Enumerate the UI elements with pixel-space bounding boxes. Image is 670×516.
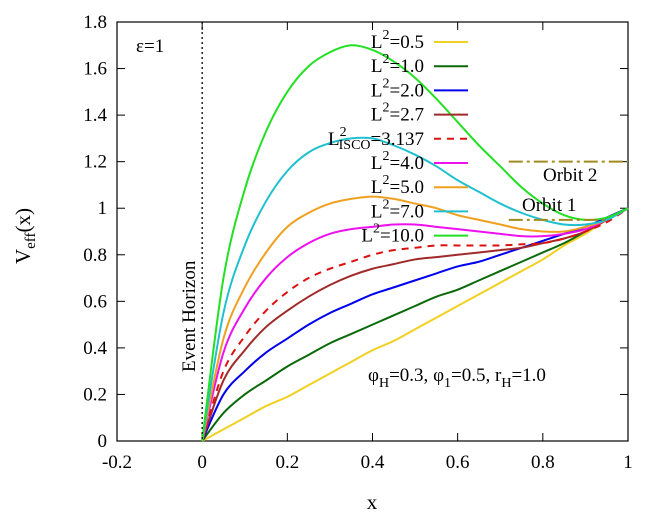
series-line-L2-3.137	[201, 207, 629, 442]
x-axis-title: x	[367, 490, 378, 514]
event-horizon-label: Event Horizon	[179, 260, 200, 372]
y-tick-label: 0.4	[83, 338, 107, 359]
y-tick-label: 0.2	[83, 384, 107, 405]
y-tick-label: 1.6	[83, 59, 107, 80]
y-tick-label: 1	[98, 198, 108, 219]
series-line-L2-0.5	[201, 207, 629, 442]
legend-label-L2-7.0: L2=7.0	[371, 197, 424, 222]
y-tick-label: 1.8	[83, 12, 107, 33]
y-axis-title: Veff(x)	[11, 208, 39, 264]
y-tick-label: 0.6	[83, 291, 107, 312]
series-line-L2-10.0	[201, 44, 629, 442]
x-tick-label: 0.6	[446, 452, 470, 473]
curves	[201, 44, 629, 442]
orbit-2-label: Orbit 2	[543, 165, 597, 186]
series-line-L2-4.0	[201, 207, 629, 442]
legend-label-L2-2.0: L2=2.0	[371, 76, 424, 101]
y-tick-label: 0.8	[83, 245, 107, 266]
x-tick-label: 0.2	[275, 452, 299, 473]
legend-label-L2-1.0: L2=1.0	[371, 52, 424, 77]
series-line-L2-5.0	[201, 195, 629, 442]
y-tick-label: 1.2	[83, 152, 107, 173]
y-tick-label: 0	[98, 431, 108, 452]
x-tick-label: -0.2	[102, 452, 132, 473]
series-line-L2-1.0	[201, 207, 629, 442]
legend-label-L2-3.137: L2 ISCO=3.137	[328, 125, 424, 153]
y-tick-label: 1.4	[83, 105, 107, 126]
legend-label-L2-0.5: L2=0.5	[371, 28, 424, 53]
reference-lines	[508, 160, 628, 221]
x-tick-label: 0.4	[361, 452, 385, 473]
parameters-label: φH=0.3, φ1=0.5, rH=1.0	[368, 365, 546, 391]
x-tick-label: 0.8	[531, 452, 555, 473]
orbit-1-label: Orbit 1	[522, 195, 576, 216]
series-line-L2-7.0	[201, 136, 629, 442]
x-tick-label: 0	[197, 452, 207, 473]
legend-label-L2-10.0: L2=10.0	[361, 222, 424, 247]
x-tick-label: 1	[623, 452, 633, 473]
series-line-L2-2.0	[201, 207, 629, 442]
legend-label-L2-4.0: L2=4.0	[371, 149, 424, 174]
epsilon-label: ε=1	[136, 36, 164, 57]
legend-label-L2-5.0: L2=5.0	[371, 173, 424, 198]
legend-label-L2-2.7: L2=2.7	[371, 101, 424, 126]
legend: L2=0.5L2=1.0L2=2.0L2=2.7L2 ISCO=3.137L2=4…	[328, 28, 468, 247]
axis-ticks: -0.2 0 0.2 0.4 0.6 0.8 100.20.40.60.811.21.41.…	[83, 12, 633, 473]
